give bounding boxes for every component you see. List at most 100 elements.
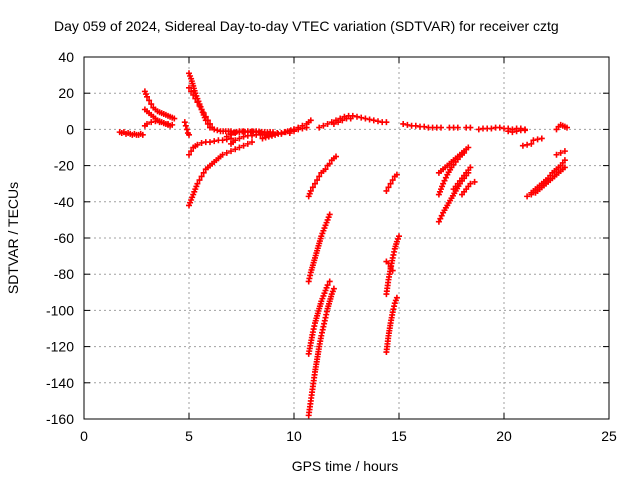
data-point bbox=[389, 177, 396, 184]
data-point bbox=[471, 178, 478, 185]
data-point bbox=[393, 171, 400, 178]
data-point bbox=[387, 180, 394, 187]
data-point bbox=[281, 129, 288, 136]
data-point bbox=[316, 173, 323, 180]
data-point bbox=[262, 134, 269, 141]
data-point bbox=[438, 212, 445, 219]
data-point bbox=[389, 267, 396, 274]
data-point bbox=[275, 130, 282, 137]
x-tick-label: 20 bbox=[496, 428, 512, 444]
data-point bbox=[366, 116, 373, 123]
data-point bbox=[326, 211, 333, 218]
data-point bbox=[181, 119, 188, 126]
data-point bbox=[564, 124, 570, 131]
series-14 bbox=[305, 153, 339, 200]
data-point bbox=[278, 130, 285, 137]
data-point bbox=[440, 180, 447, 187]
data-point bbox=[190, 92, 197, 99]
data-point bbox=[370, 117, 377, 124]
y-tick-label: 20 bbox=[58, 85, 74, 101]
data-point bbox=[326, 160, 333, 167]
data-point bbox=[324, 282, 331, 289]
data-point bbox=[303, 124, 310, 131]
data-point bbox=[435, 218, 442, 225]
data-point bbox=[387, 263, 394, 270]
y-tick-label: -40 bbox=[54, 194, 74, 210]
series-30 bbox=[446, 124, 461, 131]
data-point bbox=[214, 127, 221, 134]
series-18 bbox=[316, 112, 390, 131]
data-point bbox=[188, 148, 195, 155]
data-point bbox=[385, 260, 392, 267]
data-point bbox=[194, 99, 201, 106]
y-tick-label: -160 bbox=[46, 411, 74, 427]
data-point bbox=[236, 135, 243, 142]
data-point bbox=[196, 102, 203, 109]
data-point bbox=[400, 120, 407, 127]
data-point bbox=[553, 151, 560, 158]
data-point bbox=[467, 164, 474, 171]
data-point bbox=[186, 131, 192, 138]
data-point bbox=[211, 138, 218, 145]
series-1 bbox=[141, 88, 178, 122]
data-point bbox=[198, 139, 205, 146]
data-point bbox=[461, 149, 468, 156]
data-point bbox=[169, 121, 176, 128]
data-point bbox=[496, 124, 503, 131]
data-point bbox=[385, 184, 392, 191]
data-point bbox=[165, 120, 171, 127]
series-8 bbox=[186, 135, 234, 158]
data-point bbox=[383, 119, 390, 126]
data-point bbox=[561, 157, 568, 164]
data-point bbox=[268, 132, 275, 139]
data-point bbox=[200, 110, 207, 117]
data-point bbox=[146, 97, 153, 104]
data-point bbox=[312, 180, 318, 187]
data-point bbox=[160, 120, 167, 127]
y-tick-label: -60 bbox=[54, 230, 74, 246]
data-point bbox=[156, 119, 163, 126]
data-point bbox=[272, 131, 279, 138]
series-20 bbox=[383, 171, 400, 194]
series-29 bbox=[459, 178, 478, 198]
data-point bbox=[192, 95, 199, 102]
data-point bbox=[152, 118, 159, 125]
data-point bbox=[171, 115, 178, 122]
data-point bbox=[467, 124, 474, 131]
series-4 bbox=[181, 119, 192, 138]
data-point bbox=[196, 177, 203, 184]
series-17 bbox=[305, 285, 337, 419]
data-point bbox=[202, 113, 209, 120]
series-35 bbox=[528, 157, 568, 196]
x-tick-label: 10 bbox=[286, 428, 302, 444]
data-point bbox=[441, 177, 448, 184]
data-point bbox=[198, 106, 205, 113]
data-point bbox=[396, 233, 402, 240]
data-point bbox=[249, 132, 255, 139]
y-axis-label: SDTVAR / TECUs bbox=[5, 182, 21, 294]
data-point bbox=[307, 187, 314, 194]
x-tick-label: 25 bbox=[601, 428, 617, 444]
data-points bbox=[116, 70, 570, 419]
data-point bbox=[182, 122, 189, 129]
data-point bbox=[326, 278, 333, 285]
series-21 bbox=[383, 233, 402, 298]
data-point bbox=[519, 142, 526, 149]
data-point bbox=[438, 124, 444, 131]
series-6 bbox=[186, 84, 216, 131]
data-point bbox=[522, 127, 528, 134]
data-point bbox=[421, 123, 428, 130]
data-point bbox=[335, 119, 342, 126]
data-point bbox=[219, 151, 226, 158]
data-point bbox=[295, 126, 302, 133]
data-point bbox=[249, 139, 255, 146]
data-point bbox=[393, 294, 400, 301]
y-tick-label: -140 bbox=[46, 375, 74, 391]
data-point bbox=[194, 180, 201, 187]
data-point bbox=[333, 153, 339, 160]
data-point bbox=[316, 124, 323, 131]
series-37 bbox=[530, 135, 545, 144]
data-point bbox=[144, 120, 150, 127]
data-point bbox=[330, 120, 337, 127]
data-point bbox=[465, 144, 472, 151]
